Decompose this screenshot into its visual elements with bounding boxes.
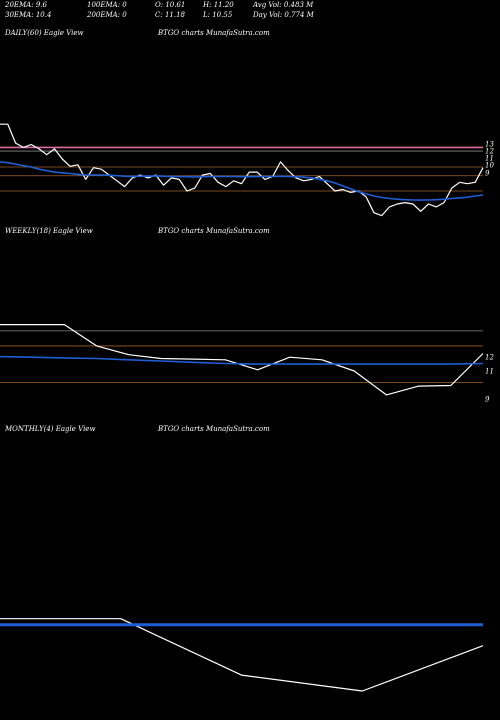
ema200-readout: 200EMA: 0 <box>87 11 127 19</box>
day-vol-readout: Day Vol: 0.774 M <box>253 11 314 19</box>
monthly-price-line <box>0 618 484 692</box>
daily-panel-label: DAILY(60) Eagle View <box>5 29 84 37</box>
daily-y-tick-label: 11 <box>485 155 494 163</box>
low-readout: L: 10.55 <box>203 11 233 19</box>
weekly-y-tick-label: 9 <box>485 396 490 404</box>
weekly-panel-label: WEEKLY(18) Eagle View <box>5 227 93 235</box>
high-readout: H: 11.20 <box>203 1 234 9</box>
ema30-readout: 30EMA: 10.4 <box>5 11 52 19</box>
daily-y-tick-label: 10 <box>485 162 494 170</box>
monthly-panel-source: BTGO charts MunafaSutra.com <box>158 425 270 433</box>
ema20-readout: 20EMA: 9.6 <box>5 1 47 9</box>
weekly-price-line <box>0 324 484 396</box>
daily-price-line <box>0 123 484 217</box>
ema100-readout: 100EMA: 0 <box>87 1 127 9</box>
daily-ema-line <box>0 161 484 201</box>
daily-y-tick-label: 12 <box>485 148 494 156</box>
weekly-ema-line <box>0 355 484 365</box>
avg-vol-readout: Avg Vol: 0.483 M <box>253 1 314 9</box>
close-readout: C: 11.18 <box>155 11 185 19</box>
weekly-panel-source: BTGO charts MunafaSutra.com <box>158 227 270 235</box>
daily-y-tick-label: 9 <box>485 170 490 178</box>
weekly-y-tick-label: 12 <box>485 354 494 362</box>
daily-panel-source: BTGO charts MunafaSutra.com <box>158 29 270 37</box>
daily-y-tick-label: 13 <box>485 141 494 149</box>
monthly-panel-label: MONTHLY(4) Eagle View <box>5 425 96 433</box>
open-readout: O: 10.61 <box>155 1 186 9</box>
weekly-y-tick-label: 11 <box>485 368 494 376</box>
